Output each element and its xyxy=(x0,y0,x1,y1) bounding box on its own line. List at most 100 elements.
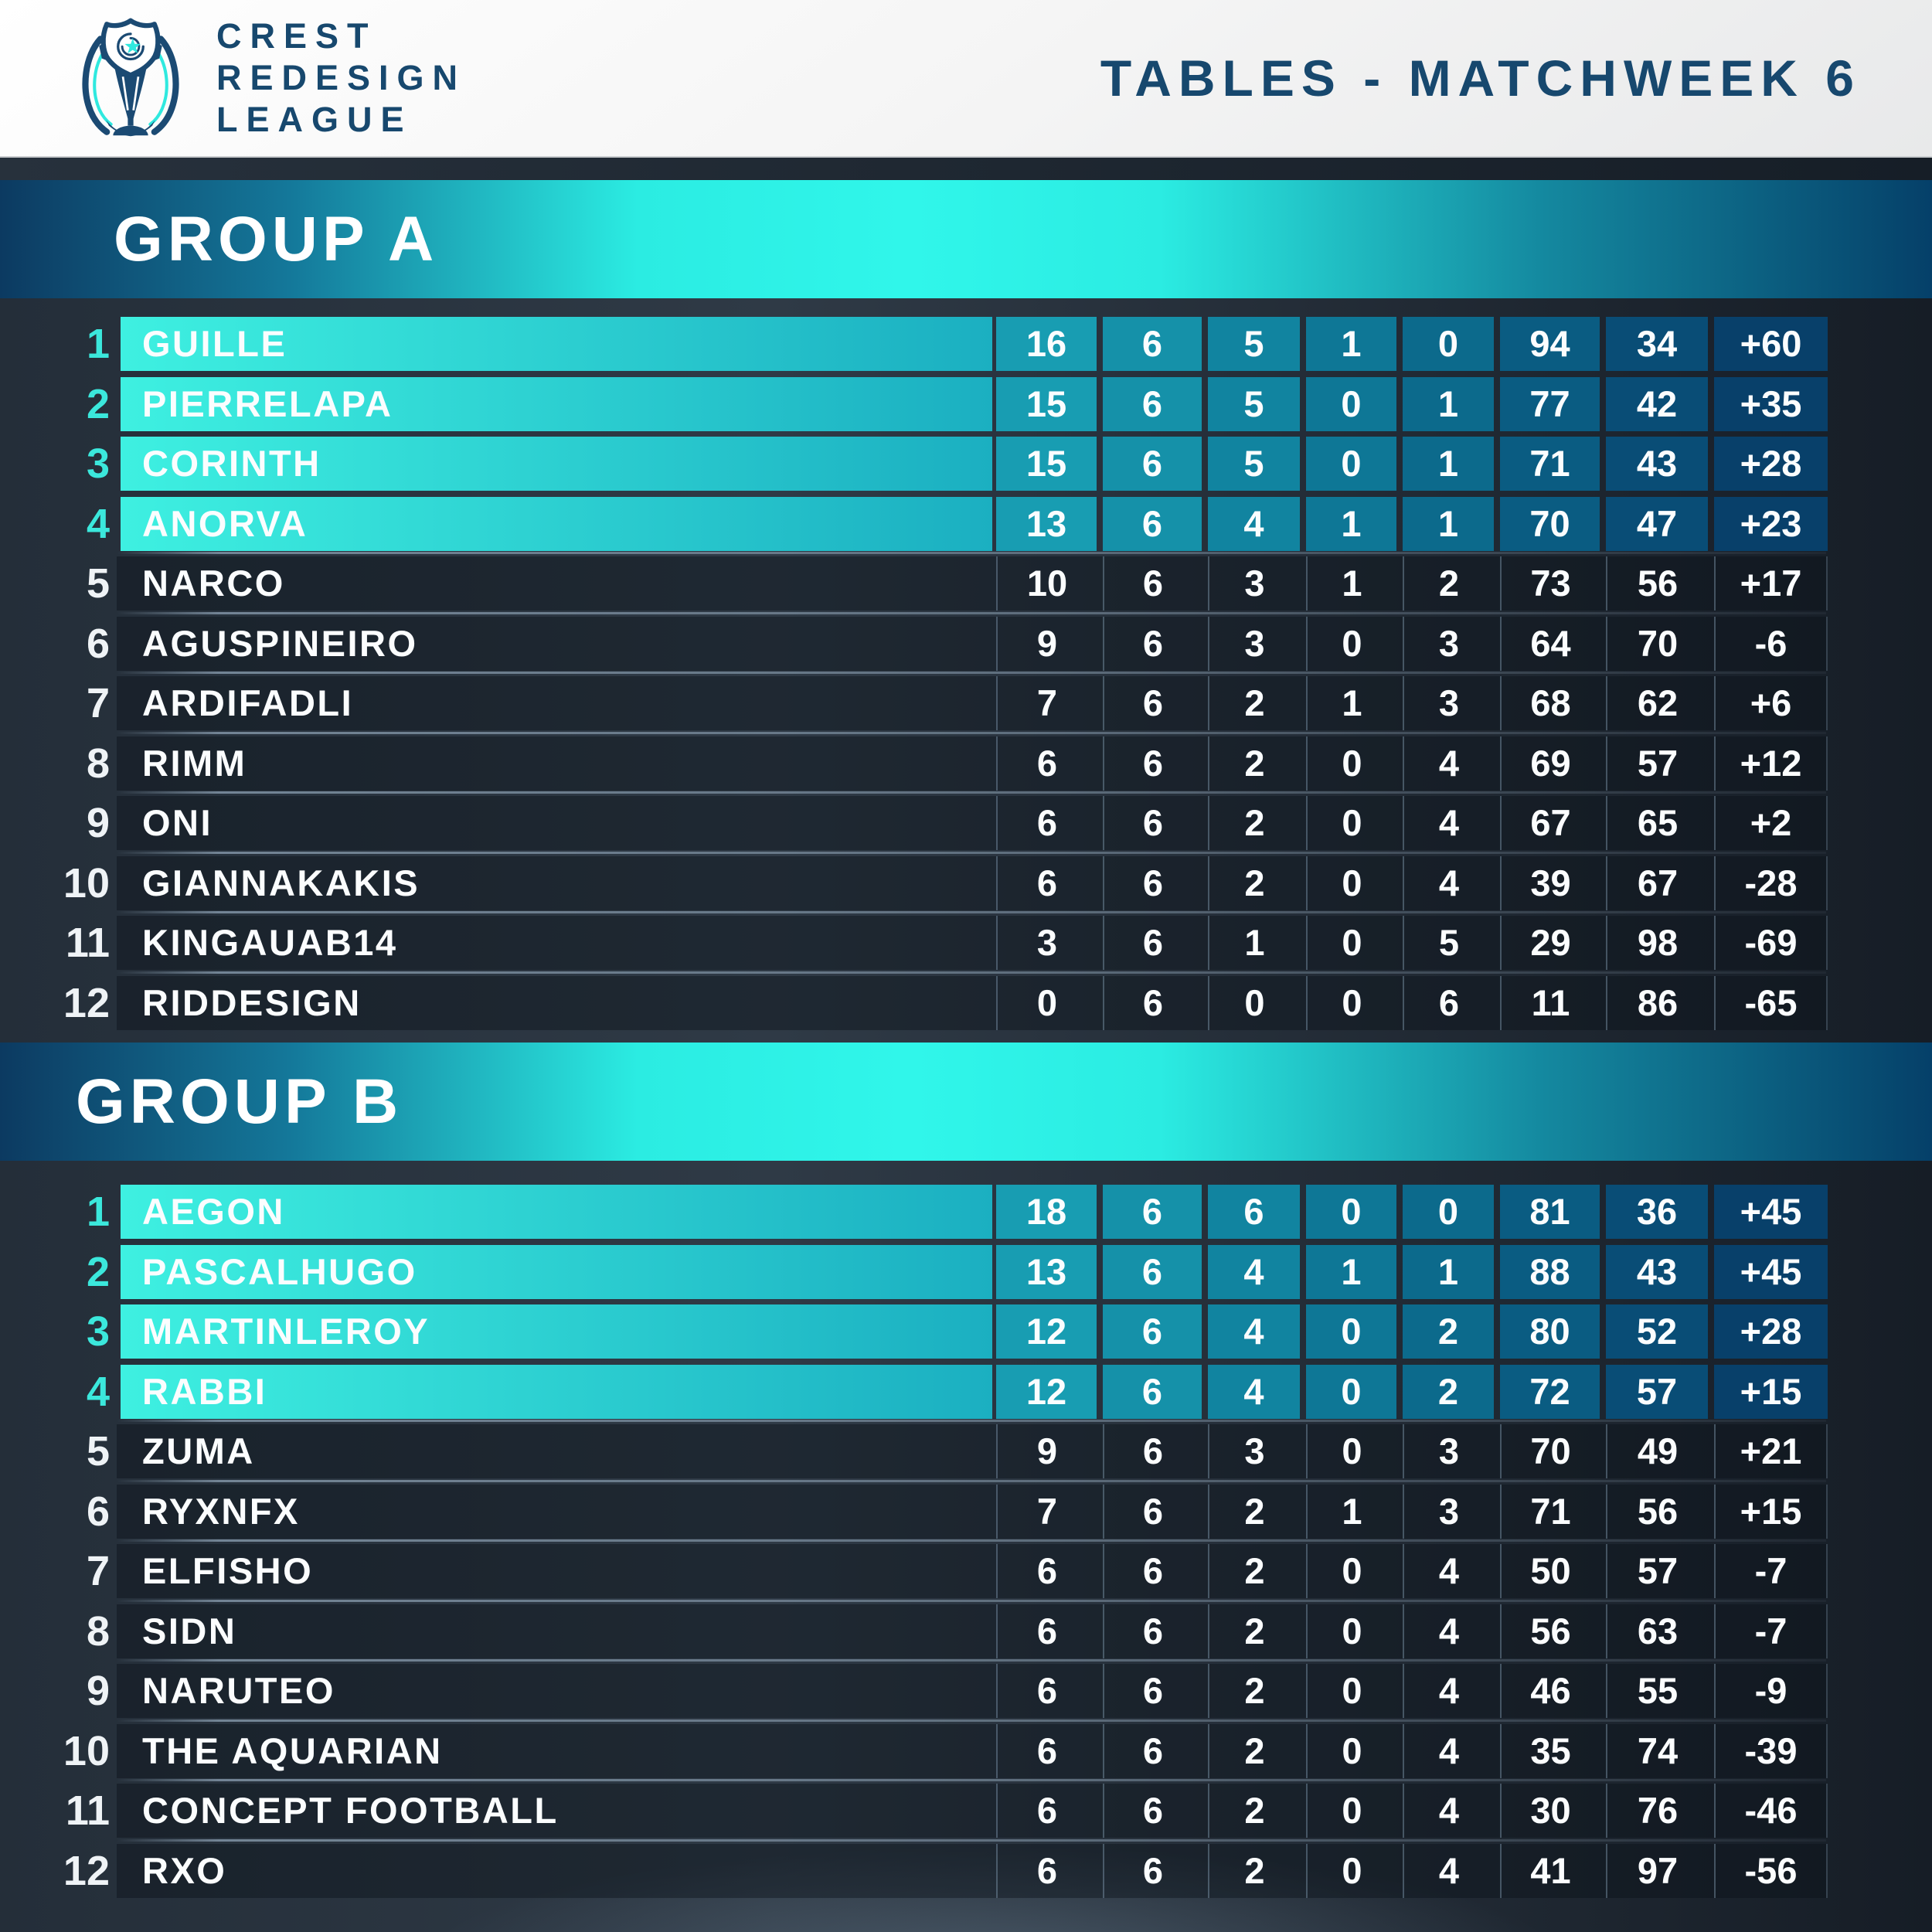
table-row: 1 AEGON 18 6 6 0 0 81 36 +45 xyxy=(0,1185,1839,1239)
stat-points: 9 xyxy=(996,617,1097,671)
row-separator xyxy=(117,1539,1826,1542)
stat-points: 6 xyxy=(996,1604,1097,1658)
stat-losses: 6 xyxy=(1403,976,1494,1030)
table-row: 4 RABBI 12 6 4 0 2 72 57 +15 xyxy=(0,1365,1839,1419)
stat-goal-diff: -28 xyxy=(1714,856,1828,910)
stat-goals-for: 80 xyxy=(1500,1304,1600,1359)
team-name: PASCALHUGO xyxy=(121,1245,992,1299)
table-row: 11 KINGAUAB14 3 6 1 0 5 29 98 -69 xyxy=(0,911,1839,970)
team-position: 3 xyxy=(86,1308,110,1355)
stat-played: 6 xyxy=(1103,437,1202,491)
team-name: RYXNFX xyxy=(142,1491,300,1532)
team-position: 9 xyxy=(86,1668,110,1714)
stat-goals-for: 46 xyxy=(1500,1664,1600,1718)
stat-wins: 2 xyxy=(1208,856,1300,910)
team-name: RIDDESIGN xyxy=(142,982,362,1023)
team-name: ARDIFADLI xyxy=(142,682,354,723)
team-position: 11 xyxy=(65,920,110,966)
stat-draws: 0 xyxy=(1306,1724,1396,1778)
stat-goal-diff: +23 xyxy=(1714,497,1828,551)
stat-goals-for: 88 xyxy=(1500,1245,1600,1299)
stat-goals-against: 70 xyxy=(1606,617,1708,671)
stat-wins: 5 xyxy=(1208,317,1300,371)
stat-wins: 2 xyxy=(1208,676,1300,730)
table-row: 6 RYXNFX 7 6 2 1 3 71 56 +15 xyxy=(0,1480,1839,1539)
stat-losses: 3 xyxy=(1403,617,1494,671)
stat-played: 6 xyxy=(1103,377,1202,431)
stat-points: 12 xyxy=(996,1365,1097,1419)
row-separator xyxy=(117,612,1826,614)
stat-goals-against: 57 xyxy=(1606,1544,1708,1598)
team-name: CONCEPT FOOTBALL xyxy=(142,1790,559,1831)
stat-draws: 0 xyxy=(1306,736,1396,791)
table-row: 6 AGUSPINEIRO 9 6 3 0 3 64 70 -6 xyxy=(0,612,1839,671)
stat-played: 6 xyxy=(1103,856,1202,910)
team-position: 2 xyxy=(86,381,110,427)
row-separator xyxy=(117,552,1826,554)
team-name: AGUSPINEIRO xyxy=(142,623,418,664)
stat-losses: 4 xyxy=(1403,856,1494,910)
team-position: 10 xyxy=(63,860,110,906)
stat-losses: 1 xyxy=(1403,377,1494,431)
stat-played: 6 xyxy=(1103,1185,1202,1239)
stat-wins: 5 xyxy=(1208,377,1300,431)
stat-goals-against: 57 xyxy=(1606,1365,1708,1419)
stat-goals-against: 86 xyxy=(1606,976,1708,1030)
table-row: 11 CONCEPT FOOTBALL 6 6 2 0 4 30 76 -46 xyxy=(0,1779,1839,1838)
star-icon xyxy=(124,38,141,54)
stat-goals-against: 55 xyxy=(1606,1664,1708,1718)
stat-points: 18 xyxy=(996,1185,1097,1239)
group-b-band: GROUP B xyxy=(0,1043,1932,1161)
stat-draws: 0 xyxy=(1306,1185,1396,1239)
stat-played: 6 xyxy=(1103,736,1202,791)
stat-losses: 1 xyxy=(1403,497,1494,551)
stat-points: 6 xyxy=(996,1784,1097,1838)
stat-losses: 4 xyxy=(1403,1844,1494,1898)
stat-points: 6 xyxy=(996,796,1097,850)
stat-goal-diff: -46 xyxy=(1714,1784,1828,1838)
stat-goal-diff: +15 xyxy=(1714,1485,1828,1539)
stat-goal-diff: -9 xyxy=(1714,1664,1828,1718)
stat-goals-for: 41 xyxy=(1500,1844,1600,1898)
stat-goals-against: 56 xyxy=(1606,556,1708,611)
stat-goals-against: 74 xyxy=(1606,1724,1708,1778)
table-row: 10 GIANNAKAKIS 6 6 2 0 4 39 67 -28 xyxy=(0,852,1839,910)
team-name: ONI xyxy=(142,802,213,843)
stat-losses: 3 xyxy=(1403,1424,1494,1478)
stat-draws: 0 xyxy=(1306,1844,1396,1898)
team-position: 6 xyxy=(86,1488,110,1535)
stat-wins: 0 xyxy=(1208,976,1300,1030)
team-position: 12 xyxy=(63,1848,110,1894)
table-row: 3 CORINTH 15 6 5 0 1 71 43 +28 xyxy=(0,437,1839,491)
group-b-table: 1 AEGON 18 6 6 0 0 81 36 +45 2 PASCALHUGO 13 6 4 1 1 88 43… xyxy=(0,1185,1839,1903)
stat-goals-for: 73 xyxy=(1500,556,1600,611)
stat-wins: 2 xyxy=(1208,796,1300,850)
stat-goal-diff: +45 xyxy=(1714,1245,1828,1299)
stat-losses: 4 xyxy=(1403,1604,1494,1658)
stat-wins: 4 xyxy=(1208,1365,1300,1419)
stat-draws: 0 xyxy=(1306,377,1396,431)
stat-goal-diff: +2 xyxy=(1714,796,1828,850)
table-row: 7 ELFISHO 6 6 2 0 4 50 57 -7 xyxy=(0,1539,1839,1598)
stat-goals-against: 98 xyxy=(1606,916,1708,970)
row-separator xyxy=(117,911,1826,913)
row-separator xyxy=(117,1480,1826,1482)
table-row: 4 ANORVA 13 6 4 1 1 70 47 +23 xyxy=(0,497,1839,551)
trophy-crest-icon xyxy=(82,18,179,137)
team-position: 12 xyxy=(63,980,110,1026)
league-wordmark: CREST REDESIGN LEAGUE xyxy=(216,15,466,141)
team-position: 7 xyxy=(86,1548,110,1594)
stat-draws: 0 xyxy=(1306,1664,1396,1718)
header: CREST REDESIGN LEAGUE TABLES - MATCHWEEK… xyxy=(0,0,1932,158)
stat-points: 6 xyxy=(996,856,1097,910)
team-position: 3 xyxy=(86,440,110,487)
stat-played: 6 xyxy=(1103,1544,1202,1598)
stat-goals-against: 63 xyxy=(1606,1604,1708,1658)
table-row: 5 NARCO 10 6 3 1 2 73 56 +17 xyxy=(0,552,1839,611)
stat-draws: 0 xyxy=(1306,1544,1396,1598)
stat-points: 9 xyxy=(996,1424,1097,1478)
stat-wins: 6 xyxy=(1208,1185,1300,1239)
stat-losses: 5 xyxy=(1403,916,1494,970)
stat-draws: 1 xyxy=(1306,556,1396,611)
